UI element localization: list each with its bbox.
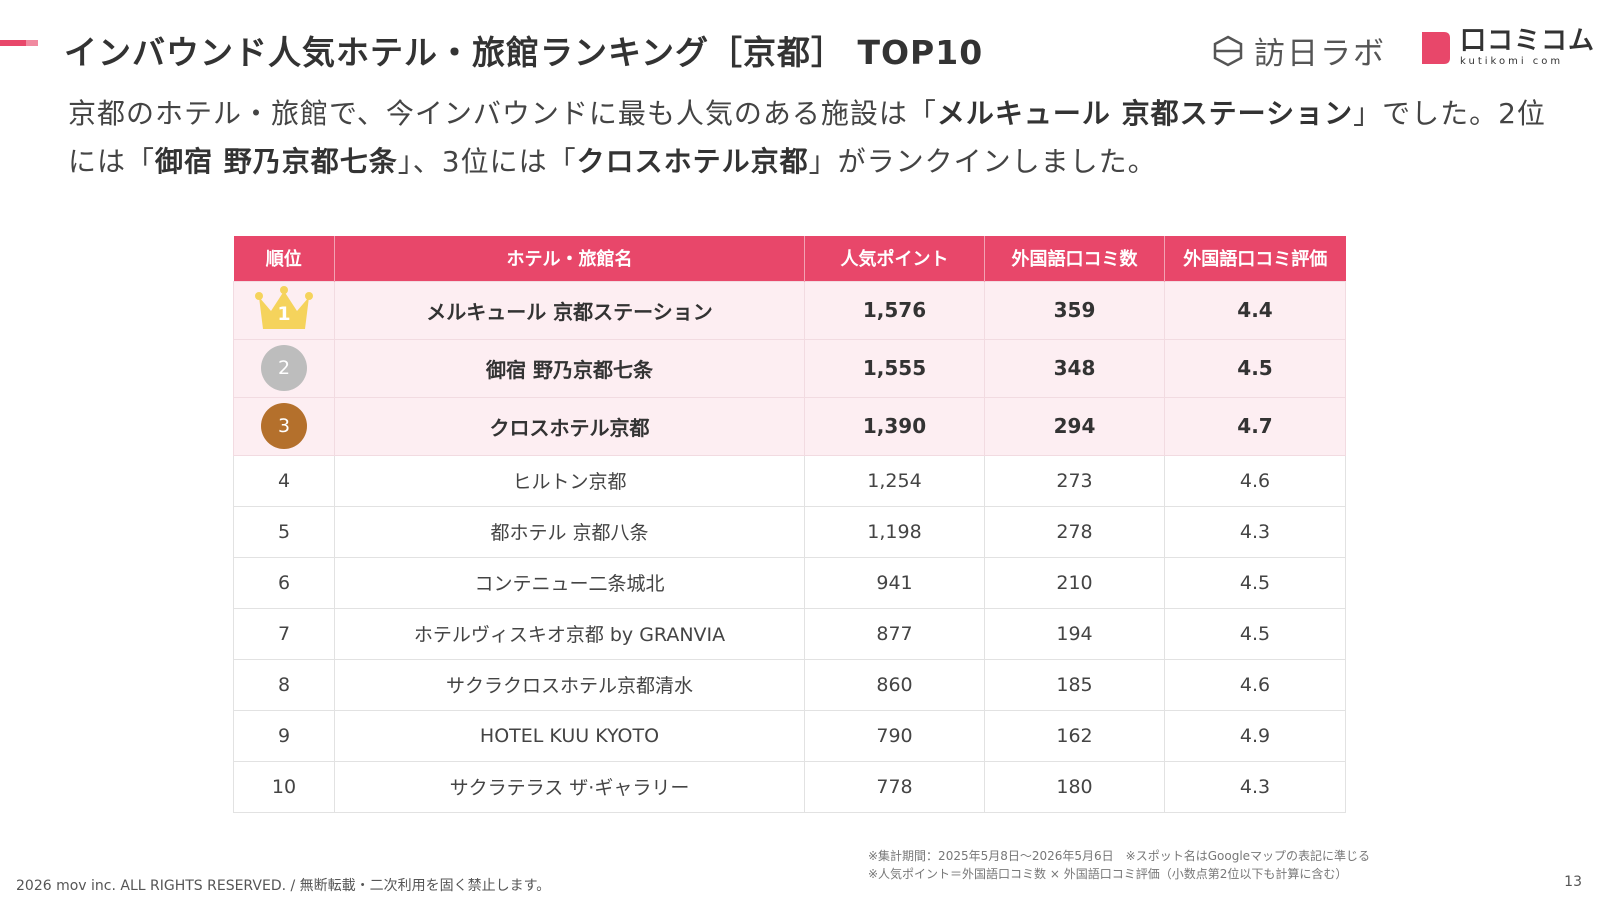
houjin-lab-name: 訪日ラボ bbox=[1254, 36, 1386, 72]
review-rating: 4.6 bbox=[1164, 658, 1346, 711]
table-row: 9 HOTEL KUU KYOTO 790 162 4.9 bbox=[233, 709, 1346, 762]
table-row: 1 メルキュール 京都ステーション 1,576 359 4.4 bbox=[233, 280, 1346, 340]
header-rank: 順位 bbox=[233, 236, 335, 281]
footnotes: ※集計期間：2025年5月8日〜2026年5月6日 ※スポット名はGoogleマ… bbox=[868, 847, 1370, 883]
popularity-points: 860 bbox=[804, 658, 985, 711]
review-rating: 4.6 bbox=[1164, 454, 1346, 507]
review-count: 162 bbox=[984, 709, 1165, 762]
table-row: 2 御宿 野乃京都七条 1,555 348 4.5 bbox=[233, 338, 1346, 398]
review-count: 180 bbox=[984, 760, 1165, 813]
hotel-name: HOTEL KUU KYOTO bbox=[334, 709, 805, 762]
rank-cell: 5 bbox=[233, 505, 335, 558]
popularity-points: 1,390 bbox=[804, 396, 985, 456]
lead-rank2-name: 御宿 野乃京都七条 bbox=[155, 145, 398, 178]
hotel-name: サクラクロスホテル京都清水 bbox=[334, 658, 805, 711]
hotel-name: サクラテラス ザ·ギャラリー bbox=[334, 760, 805, 813]
footnote-formula: ※人気ポイント＝外国語口コミ数 × 外国語口コミ評価（小数点第2位以下も計算に含… bbox=[868, 867, 1348, 881]
header-review-rating: 外国語口コミ評価 bbox=[1164, 236, 1346, 281]
review-rating: 4.9 bbox=[1164, 709, 1346, 762]
popularity-points: 877 bbox=[804, 607, 985, 660]
table-header-row: 順位 ホテル・旅館名 人気ポイント 外国語口コミ数 外国語口コミ評価 bbox=[233, 236, 1346, 281]
table-row: 5 都ホテル 京都八条 1,198 278 4.3 bbox=[233, 505, 1346, 558]
review-rating: 4.5 bbox=[1164, 607, 1346, 660]
review-rating: 4.5 bbox=[1164, 338, 1346, 398]
popularity-points: 1,576 bbox=[804, 280, 985, 340]
bronze-medal-icon: 3 bbox=[261, 403, 307, 449]
kutikomi-name: 口コミコム bbox=[1460, 26, 1596, 56]
table-row: 6 コンテニュー二条城北 941 210 4.5 bbox=[233, 556, 1346, 609]
popularity-points: 1,555 bbox=[804, 338, 985, 398]
review-count: 273 bbox=[984, 454, 1165, 507]
rank-cell: 4 bbox=[233, 454, 335, 507]
lead-rank3-name: クロスホテル京都 bbox=[576, 145, 809, 178]
hotel-name: 御宿 野乃京都七条 bbox=[334, 338, 805, 398]
ranking-table: 順位 ホテル・旅館名 人気ポイント 外国語口コミ数 外国語口コミ評価 1 メルキ… bbox=[233, 236, 1346, 813]
review-rating: 4.3 bbox=[1164, 760, 1346, 813]
table-row: 3 クロスホテル京都 1,390 294 4.7 bbox=[233, 396, 1346, 456]
title-accent-bar bbox=[0, 40, 38, 46]
popularity-points: 941 bbox=[804, 556, 985, 609]
header-name: ホテル・旅館名 bbox=[334, 236, 805, 281]
silver-medal-icon: 2 bbox=[261, 345, 307, 391]
review-count: 210 bbox=[984, 556, 1165, 609]
rank-cell: 3 bbox=[233, 396, 335, 456]
kutikomi-subname: kutikomi com bbox=[1460, 56, 1564, 67]
header-points: 人気ポイント bbox=[804, 236, 985, 281]
rank-cell: 1 bbox=[233, 280, 335, 340]
hotel-name: ホテルヴィスキオ京都 by GRANVIA bbox=[334, 607, 805, 660]
copyright: 2026 mov inc. ALL RIGHTS RESERVED. / 無断転… bbox=[16, 878, 551, 894]
review-rating: 4.5 bbox=[1164, 556, 1346, 609]
review-rating: 4.4 bbox=[1164, 280, 1346, 340]
review-count: 278 bbox=[984, 505, 1165, 558]
table-row: 4 ヒルトン京都 1,254 273 4.6 bbox=[233, 454, 1346, 507]
lead-text: 京都のホテル・旅館で、今インバウンドに最も人気のある施設は「メルキュール 京都ス… bbox=[68, 97, 1546, 178]
footnote-period: ※集計期間：2025年5月8日〜2026年5月6日 ※スポット名はGoogleマ… bbox=[868, 849, 1371, 863]
table-row: 10 サクラテラス ザ·ギャラリー 778 180 4.3 bbox=[233, 760, 1346, 813]
rank-number: 1 bbox=[277, 302, 291, 325]
crown-icon: 1 bbox=[251, 283, 317, 333]
popularity-points: 790 bbox=[804, 709, 985, 762]
hotel-name: ヒルトン京都 bbox=[334, 454, 805, 507]
rank-cell: 9 bbox=[233, 709, 335, 762]
review-count: 185 bbox=[984, 658, 1165, 711]
hotel-name: 都ホテル 京都八条 bbox=[334, 505, 805, 558]
header-review-count: 外国語口コミ数 bbox=[984, 236, 1165, 281]
popularity-points: 1,254 bbox=[804, 454, 985, 507]
hotel-name: コンテニュー二条城北 bbox=[334, 556, 805, 609]
review-count: 348 bbox=[984, 338, 1165, 398]
popularity-points: 778 bbox=[804, 760, 985, 813]
kutikomi-logo: 口コミコム kutikomi com bbox=[1420, 28, 1595, 67]
table-row: 7 ホテルヴィスキオ京都 by GRANVIA 877 194 4.5 bbox=[233, 607, 1346, 660]
page-title: インバウンド人気ホテル・旅館ランキング［京都］ TOP10 bbox=[64, 33, 984, 72]
rank-cell: 10 bbox=[233, 760, 335, 813]
review-count: 194 bbox=[984, 607, 1165, 660]
review-count: 294 bbox=[984, 396, 1165, 456]
lead-rank1-name: メルキュール 京都ステーション bbox=[936, 97, 1354, 130]
hotel-name: クロスホテル京都 bbox=[334, 396, 805, 456]
review-rating: 4.3 bbox=[1164, 505, 1346, 558]
table-row: 8 サクラクロスホテル京都清水 860 185 4.6 bbox=[233, 658, 1346, 711]
review-count: 359 bbox=[984, 280, 1165, 340]
rank-cell: 7 bbox=[233, 607, 335, 660]
rank-cell: 8 bbox=[233, 658, 335, 711]
page-number: 13 bbox=[1564, 874, 1582, 890]
houjin-lab-logo: 訪日ラボ bbox=[1212, 28, 1386, 73]
rank-cell: 2 bbox=[233, 338, 335, 398]
popularity-points: 1,198 bbox=[804, 505, 985, 558]
hotel-name: メルキュール 京都ステーション bbox=[334, 280, 805, 340]
speech-bubble-icon bbox=[1422, 31, 1450, 64]
houjin-lab-logo-icon bbox=[1213, 35, 1243, 66]
review-rating: 4.7 bbox=[1164, 396, 1346, 456]
rank-cell: 6 bbox=[233, 556, 335, 609]
